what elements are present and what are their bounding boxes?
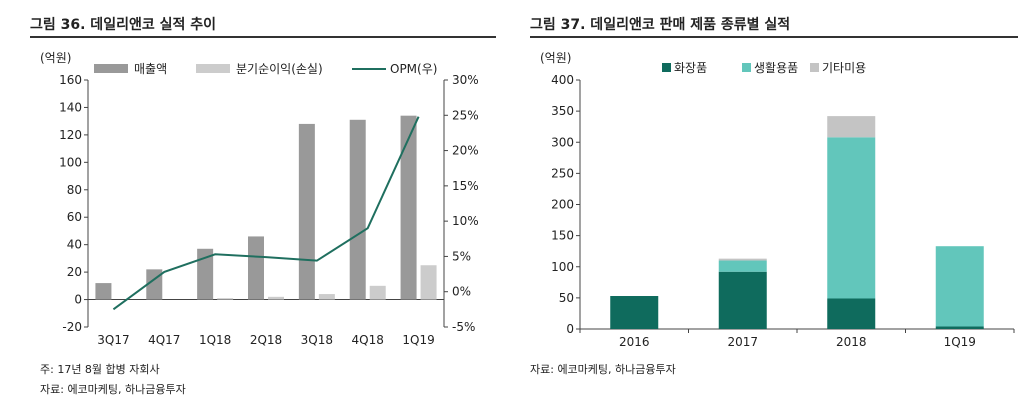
x-tick-label: 3Q17	[97, 333, 129, 347]
y-tick-label: 40	[67, 238, 82, 252]
legend-label: OPM(우)	[390, 62, 437, 76]
y-tick-label: 80	[67, 183, 82, 197]
y2-tick-label: 20%	[452, 144, 479, 158]
legend-swatch	[94, 64, 128, 73]
legend-swatch	[742, 63, 751, 72]
legend-swatch	[810, 63, 819, 72]
chart-title: 그림 37. 데일리앤코 판매 제품 종류별 실적	[530, 17, 791, 33]
legend-swatch	[662, 63, 671, 72]
y-tick-label: 0	[74, 293, 82, 307]
chart-title: 그림 36. 데일리앤코 실적 추이	[30, 17, 216, 33]
net-income-bar	[369, 285, 386, 300]
x-tick-label: 4Q18	[352, 333, 384, 347]
title-rule	[530, 36, 1018, 38]
y-tick-label: 200	[551, 198, 574, 212]
y-tick-label: 350	[551, 104, 574, 118]
stacked-segment-화장품	[935, 326, 984, 329]
stacked-segment-화장품	[718, 271, 767, 329]
sales-chart: (억원) -20 0 20 40 60 80 100 120 140 160 -5% 0% 5% 10% 15…	[40, 51, 479, 347]
x-tick-label: 2Q18	[250, 333, 282, 347]
chart-note: 주: 17년 8월 합병 자회사	[40, 363, 160, 376]
stacked-segment-생활용품	[827, 137, 876, 299]
net-income-bar	[420, 265, 437, 300]
x-tick-label: 4Q17	[148, 333, 180, 347]
stacked-segment-생활용품	[935, 246, 984, 327]
title-rule	[30, 36, 496, 38]
y-tick-label: 140	[59, 100, 82, 114]
y2-tick-label: -5%	[452, 320, 475, 334]
y2-tick-label: 25%	[452, 108, 479, 122]
y2-tick-label: 5%	[452, 249, 471, 263]
legend-label: 화장품	[674, 61, 707, 75]
stacked-segment-생활용품	[718, 260, 767, 272]
x-tick-label: 1Q19	[944, 335, 976, 349]
legend-label: 기타미용	[822, 61, 866, 75]
y-tick-label: 120	[59, 128, 82, 142]
sales-bar	[197, 248, 214, 300]
sales-bar	[248, 236, 264, 300]
legend-label: 분기순이익(손실)	[236, 62, 323, 76]
x-tick-label: 2018	[836, 335, 867, 349]
opm-line	[112, 116, 420, 311]
legend-swatch	[196, 64, 230, 73]
net-income-bar	[217, 298, 234, 300]
y-tick-label: 100	[59, 155, 82, 169]
x-tick-label: 1Q19	[402, 333, 434, 347]
y-tick-label: 300	[551, 135, 574, 149]
sales-bar	[400, 115, 417, 300]
legend-label: 매출액	[134, 62, 167, 76]
y-tick-label: 400	[551, 73, 574, 87]
x-tick-label: 1Q18	[199, 333, 231, 347]
x-tick-label: 3Q18	[301, 333, 333, 347]
y-tick-label: 250	[551, 166, 574, 180]
y-tick-label: 60	[67, 210, 82, 224]
y-axis-label: (억원)	[40, 51, 71, 65]
y-tick-label: 50	[559, 291, 574, 305]
sales-bar	[349, 119, 366, 300]
y-tick-label: 160	[59, 73, 82, 87]
product-chart: (억원) 0 50 100 150 200 250 300 350 400 2016 2017 2018…	[540, 51, 1015, 349]
product-chart-panel: 그림 37. 데일리앤코 판매 제품 종류별 실적 (억원) 0 50 100 150 2…	[524, 0, 1024, 403]
sales-chart-panel: 그림 36. 데일리앤코 실적 추이 (억원) -20 0 20 40 60 80 100 12…	[0, 0, 500, 403]
y-axis-label: (억원)	[540, 51, 571, 65]
x-tick-label: 2017	[727, 335, 758, 349]
y-tick-label: 150	[551, 229, 574, 243]
legend-label: 생활용품	[754, 61, 798, 75]
stacked-segment-기타미용	[718, 258, 767, 261]
x-tick-label: 2016	[619, 335, 650, 349]
y-tick-label: 100	[551, 260, 574, 274]
y2-tick-label: 10%	[452, 214, 479, 228]
y2-tick-label: 0%	[452, 285, 471, 299]
net-income-bar	[318, 294, 335, 300]
stacked-segment-화장품	[610, 296, 659, 329]
sales-bar	[95, 283, 112, 300]
chart-source: 자료: 에코마케팅, 하나금융투자	[40, 383, 186, 396]
y-tick-label: 20	[67, 265, 82, 279]
y2-tick-label: 15%	[452, 179, 479, 193]
net-income-bar	[268, 296, 284, 300]
stacked-segment-기타미용	[827, 116, 876, 138]
y2-tick-label: 30%	[452, 73, 479, 87]
sales-bar	[298, 123, 315, 300]
y-tick-label: -20	[62, 320, 82, 334]
chart-source: 자료: 에코마케팅, 하나금융투자	[530, 363, 676, 376]
stacked-segment-화장품	[827, 298, 876, 329]
y-tick-label: 0	[566, 322, 574, 336]
